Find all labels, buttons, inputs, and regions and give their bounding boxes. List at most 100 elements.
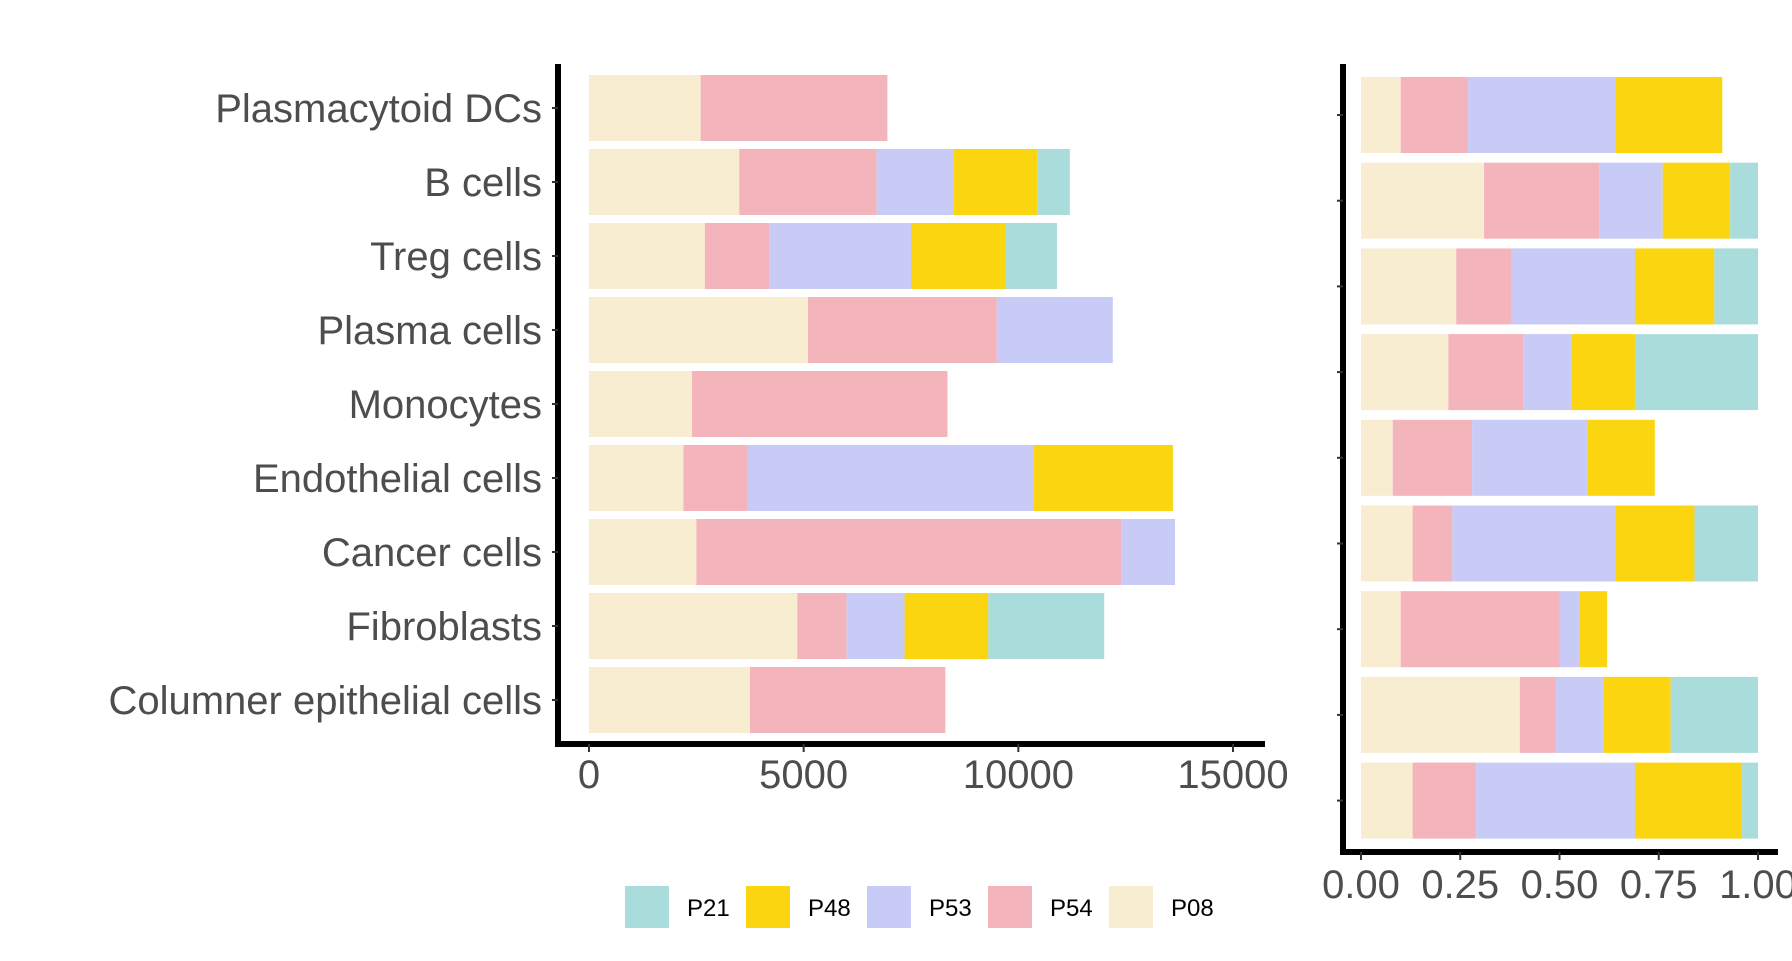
- proportion-bar-row3-p21: [1714, 248, 1758, 325]
- proportion-bar-row9-p48: [1634, 762, 1743, 839]
- bar-treg-cells-p53: [769, 223, 911, 289]
- proportion-bar-row1-p53: [1468, 77, 1616, 153]
- bar-fibroblasts-p53: [846, 593, 905, 659]
- bar-fibroblasts-p48: [904, 593, 989, 659]
- legend-label-p21: P21: [687, 895, 730, 922]
- category-labels: Plasmacytoid DCs B cells Treg cells Plasma …: [108, 87, 542, 723]
- legend-label-p54: P54: [1050, 895, 1093, 922]
- proportion-bar-row8-p54: [1519, 676, 1556, 753]
- bar-b-cells-p08: [589, 149, 740, 215]
- category-label-fibroblasts: Fibroblasts: [346, 605, 542, 649]
- proportion-bar-row4-p53: [1523, 334, 1572, 411]
- bar-endothelial-cells-p54: [683, 445, 748, 511]
- proportion-bar-row7-p54: [1400, 591, 1560, 668]
- proportion-bar-row8-p53: [1555, 676, 1604, 753]
- category-label-columner-epithelial-cells: Columner epithelial cells: [108, 679, 542, 723]
- legend: P21 P48 P53 P54 P08: [625, 886, 1214, 928]
- bar-endothelial-cells-p53: [747, 445, 1034, 511]
- proportion-bar-row7-p48: [1579, 591, 1608, 668]
- proportion-bar-row9-p08: [1361, 762, 1413, 839]
- bar-endothelial-cells-p08: [589, 445, 684, 511]
- absolute-x-tick-label: 15000: [1177, 753, 1288, 797]
- category-label-treg-cells: Treg cells: [370, 235, 542, 279]
- absolute-x-tick-label: 5000: [759, 753, 848, 797]
- category-label-plasma-cells: Plasma cells: [317, 309, 542, 353]
- proportion-bar-row7-p53: [1559, 591, 1580, 668]
- proportion-bar-row6-p08: [1361, 505, 1413, 582]
- proportion-x-tick-label: 0.75: [1620, 863, 1698, 907]
- legend-swatch-p21: [625, 886, 669, 928]
- proportion-bar-row4-p21: [1634, 334, 1758, 411]
- proportion-bar-row8-p21: [1670, 676, 1758, 753]
- proportion-bar-row8-p08: [1361, 676, 1520, 753]
- bar-cancer-cells-p08: [589, 519, 697, 585]
- legend-label-p53: P53: [929, 895, 972, 922]
- proportion-bar-row2-p53: [1599, 162, 1663, 239]
- proportion-bar-row5-p48: [1587, 419, 1655, 496]
- proportion-bar-row5-p53: [1472, 419, 1588, 496]
- proportion-bar-row6-p48: [1615, 505, 1695, 582]
- legend-swatch-p53: [867, 886, 911, 928]
- category-label-b-cells: B cells: [424, 161, 542, 205]
- absolute-x-tick-label: 0: [578, 753, 600, 797]
- proportion-bar-row1-p54: [1400, 77, 1469, 153]
- bar-monocytes-p08: [589, 371, 693, 437]
- legend-swatch-p54: [988, 886, 1032, 928]
- proportion-bar-row6-p54: [1412, 505, 1453, 582]
- absolute-bars: [589, 75, 1176, 733]
- proportion-chart: 0.00 0.25 0.50 0.75 1.00: [1322, 64, 1792, 907]
- legend-label-p08: P08: [1171, 895, 1214, 922]
- bar-fibroblasts-p21: [988, 593, 1105, 659]
- proportion-x-tick-label: 1.00: [1719, 863, 1792, 907]
- proportion-bar-row3-p08: [1361, 248, 1457, 325]
- proportion-x-tick-label: 0.00: [1322, 863, 1400, 907]
- proportion-bar-row1-p48: [1615, 77, 1723, 153]
- proportion-bar-row8-p48: [1603, 676, 1671, 753]
- bar-b-cells-p21: [1037, 149, 1070, 215]
- bar-fibroblasts-p54: [797, 593, 847, 659]
- proportion-bar-row3-p53: [1511, 248, 1635, 325]
- proportion-x-tick-labels: 0.00 0.25 0.50 0.75 1.00: [1322, 863, 1792, 907]
- absolute-count-chart: Plasmacytoid DCs B cells Treg cells Plasma …: [108, 64, 1289, 797]
- bar-treg-cells-p54: [704, 223, 770, 289]
- legend-label-p48: P48: [808, 895, 851, 922]
- legend-swatch-p48: [746, 886, 790, 928]
- bar-plasmacytoid-dcs-p08: [589, 75, 701, 141]
- category-label-plasmacytoid-dcs: Plasmacytoid DCs: [215, 87, 542, 131]
- proportion-bar-row6-p21: [1694, 505, 1758, 582]
- proportion-bar-row6-p53: [1452, 505, 1616, 582]
- proportion-bar-row7-p08: [1361, 591, 1401, 668]
- bar-treg-cells-p08: [589, 223, 705, 289]
- bar-cancer-cells-p53: [1121, 519, 1176, 585]
- bar-plasma-cells-p54: [807, 297, 997, 363]
- legend-swatch-p08: [1109, 886, 1153, 928]
- bar-treg-cells-p48: [911, 223, 1006, 289]
- bar-b-cells-p48: [953, 149, 1038, 215]
- category-label-monocytes: Monocytes: [349, 383, 542, 427]
- bar-monocytes-p54: [692, 371, 948, 437]
- proportion-bar-row5-p54: [1392, 419, 1473, 496]
- absolute-x-tick-label: 10000: [963, 753, 1074, 797]
- bar-plasma-cells-p53: [996, 297, 1113, 363]
- absolute-x-tick-labels: 0 5000 10000 15000: [578, 753, 1289, 797]
- category-label-endothelial-cells: Endothelial cells: [253, 457, 542, 501]
- bar-treg-cells-p21: [1005, 223, 1057, 289]
- proportion-bar-row4-p54: [1448, 334, 1524, 411]
- absolute-axes: [552, 64, 1265, 752]
- bar-b-cells-p54: [739, 149, 877, 215]
- proportion-bar-row2-p21: [1730, 162, 1758, 239]
- proportion-bar-row2-p08: [1361, 162, 1485, 239]
- bar-plasma-cells-p08: [589, 297, 808, 363]
- bar-plasmacytoid-dcs-p54: [700, 75, 888, 141]
- proportion-bar-row2-p54: [1484, 162, 1600, 239]
- bar-columner-epithelial-cells-p54: [750, 667, 946, 733]
- proportion-bar-row4-p08: [1361, 334, 1449, 411]
- bar-fibroblasts-p08: [589, 593, 798, 659]
- bar-columner-epithelial-cells-p08: [589, 667, 750, 733]
- proportion-x-tick-label: 0.25: [1421, 863, 1499, 907]
- bar-endothelial-cells-p48: [1033, 445, 1173, 511]
- proportion-bars: [1361, 77, 1758, 839]
- proportion-bar-row2-p48: [1662, 162, 1731, 239]
- proportion-bar-row9-p54: [1412, 762, 1477, 839]
